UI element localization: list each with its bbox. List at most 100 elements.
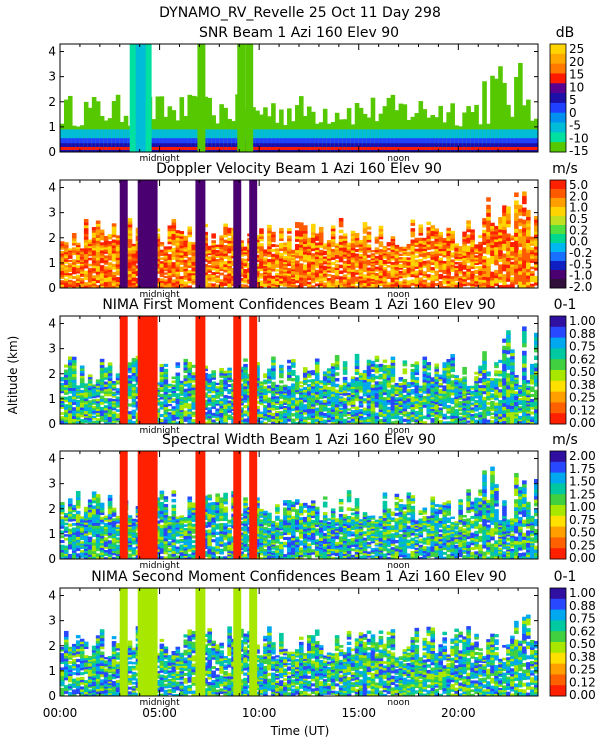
field-cell [422, 237, 428, 241]
field-cell [498, 225, 503, 230]
field-cell [478, 270, 483, 274]
field-cell [115, 285, 121, 288]
field-cell [390, 244, 396, 248]
field-cell [350, 382, 356, 385]
field-cell [442, 275, 447, 279]
field-cell [95, 220, 101, 224]
field-cell [342, 265, 348, 269]
field-cell [167, 269, 173, 273]
field-cell [207, 376, 212, 379]
field-cell [75, 396, 81, 399]
field-cell [71, 268, 77, 272]
field-cell [179, 231, 185, 235]
field-cell [498, 264, 503, 268]
field-cell [215, 269, 220, 273]
field-cell [179, 382, 185, 386]
field-cell [159, 263, 165, 266]
field-cell [382, 284, 388, 287]
field-cell [514, 256, 519, 261]
field-cell [107, 271, 113, 275]
field-cell [219, 419, 224, 423]
snr-cell [91, 97, 97, 152]
colorbar-segment [550, 180, 566, 190]
field-cell [526, 258, 531, 263]
field-cell [287, 278, 292, 282]
field-cell [502, 253, 507, 258]
field-cell [60, 264, 65, 268]
field-cell [83, 410, 89, 413]
field-cell [211, 406, 216, 409]
field-cell [358, 262, 364, 265]
field-cell [330, 261, 336, 266]
field-cell [267, 245, 272, 250]
field-cell [470, 234, 475, 238]
field-cell [438, 231, 443, 235]
field-cell [60, 396, 65, 400]
field-cell [442, 285, 447, 288]
field-cell [175, 375, 181, 379]
field-cell [255, 246, 260, 249]
field-cell [306, 275, 312, 279]
field-cell [83, 218, 89, 223]
field-cell [458, 263, 463, 266]
field-cell [430, 261, 436, 266]
field-cell [302, 374, 308, 378]
field-cell [350, 278, 356, 282]
field-cell [306, 379, 312, 383]
field-cell [207, 277, 212, 280]
field-cell [255, 418, 260, 423]
field-cell [211, 397, 216, 400]
field-cell [406, 253, 412, 257]
field-cell [462, 262, 467, 266]
field-cell [75, 255, 81, 259]
field-cell [60, 262, 65, 266]
field-cell [422, 265, 428, 268]
field-cell [342, 369, 348, 373]
field-cell [486, 235, 491, 240]
field-cell [60, 282, 65, 285]
snr-cell [390, 94, 396, 152]
field-cell [75, 412, 81, 415]
field-cell [99, 275, 105, 279]
field-cell [211, 278, 216, 282]
field-cell [346, 250, 352, 253]
field-cell [362, 285, 368, 288]
field-cell [358, 419, 364, 423]
field-cell [366, 226, 372, 230]
field-cell [183, 235, 189, 239]
field-cell [350, 271, 356, 275]
field-cell [187, 392, 193, 397]
field-cell [378, 262, 384, 266]
field-cell [454, 273, 459, 276]
field-cell [60, 256, 65, 260]
field-cell [219, 285, 224, 288]
field-cell [103, 405, 109, 409]
snr-cell [402, 104, 408, 152]
field-cell [127, 258, 133, 263]
field-cell [87, 241, 93, 245]
field-cell [279, 255, 284, 259]
field-cell [318, 242, 324, 246]
field-cell [271, 258, 276, 262]
field-cell [506, 233, 511, 238]
field-cell [350, 380, 356, 383]
field-cell [486, 284, 491, 288]
field-cell [530, 247, 535, 251]
field-cell [79, 271, 85, 274]
field-cell [306, 397, 312, 401]
field-cell [291, 252, 296, 256]
field-cell [310, 271, 316, 276]
field-cell [322, 276, 328, 280]
field-cell [239, 244, 244, 247]
field-cell [111, 255, 117, 259]
field-cell [299, 263, 304, 267]
snr-cell [526, 146, 531, 150]
snr-cell [414, 146, 420, 150]
field-cell [306, 281, 312, 285]
field-cell [482, 241, 487, 245]
field-cell [291, 361, 296, 366]
field-cell [302, 382, 308, 386]
field-cell [350, 242, 356, 246]
field-cell [163, 371, 169, 375]
field-cell [334, 401, 340, 405]
